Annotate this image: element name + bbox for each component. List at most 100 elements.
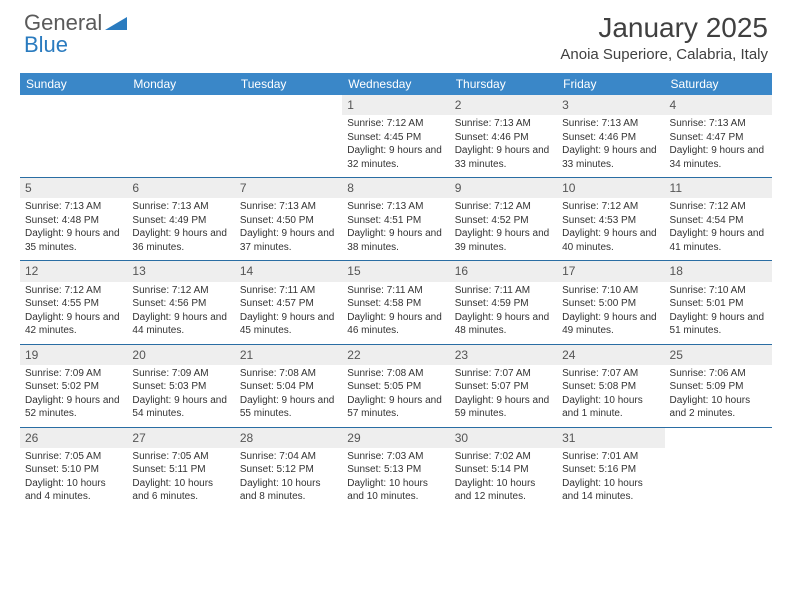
- sunrise-line: Sunrise: 7:12 AM: [562, 200, 659, 214]
- day-cell: 24Sunrise: 7:07 AMSunset: 5:08 PMDayligh…: [557, 344, 664, 427]
- sunset-line: Sunset: 5:07 PM: [455, 380, 552, 394]
- calendar-table: SundayMondayTuesdayWednesdayThursdayFrid…: [20, 73, 772, 510]
- week-row: 1Sunrise: 7:12 AMSunset: 4:45 PMDaylight…: [20, 95, 772, 178]
- daylight-line: Daylight: 9 hours and 39 minutes.: [455, 227, 552, 254]
- sunrise-line: Sunrise: 7:03 AM: [347, 450, 444, 464]
- day-cell: 1Sunrise: 7:12 AMSunset: 4:45 PMDaylight…: [342, 95, 449, 178]
- day-cell: [20, 95, 127, 178]
- day-number: 7: [235, 178, 342, 198]
- logo: General Blue: [24, 12, 127, 56]
- daylight-line: Daylight: 9 hours and 48 minutes.: [455, 311, 552, 338]
- day-cell: 20Sunrise: 7:09 AMSunset: 5:03 PMDayligh…: [127, 344, 234, 427]
- sunrise-line: Sunrise: 7:07 AM: [562, 367, 659, 381]
- day-cell: 21Sunrise: 7:08 AMSunset: 5:04 PMDayligh…: [235, 344, 342, 427]
- sunset-line: Sunset: 4:50 PM: [240, 214, 337, 228]
- day-number: 13: [127, 261, 234, 281]
- sunrise-line: Sunrise: 7:09 AM: [132, 367, 229, 381]
- day-number: 17: [557, 261, 664, 281]
- sunset-line: Sunset: 4:48 PM: [25, 214, 122, 228]
- day-cell: 2Sunrise: 7:13 AMSunset: 4:46 PMDaylight…: [450, 95, 557, 178]
- sunset-line: Sunset: 5:16 PM: [562, 463, 659, 477]
- day-cell: 6Sunrise: 7:13 AMSunset: 4:49 PMDaylight…: [127, 178, 234, 261]
- day-cell: 12Sunrise: 7:12 AMSunset: 4:55 PMDayligh…: [20, 261, 127, 344]
- daylight-line: Daylight: 9 hours and 35 minutes.: [25, 227, 122, 254]
- day-header: Tuesday: [235, 73, 342, 95]
- sunrise-line: Sunrise: 7:12 AM: [455, 200, 552, 214]
- sunset-line: Sunset: 4:47 PM: [670, 131, 767, 145]
- daylight-line: Daylight: 9 hours and 42 minutes.: [25, 311, 122, 338]
- day-number: 31: [557, 428, 664, 448]
- sunrise-line: Sunrise: 7:13 AM: [132, 200, 229, 214]
- week-row: 5Sunrise: 7:13 AMSunset: 4:48 PMDaylight…: [20, 178, 772, 261]
- sunset-line: Sunset: 4:52 PM: [455, 214, 552, 228]
- day-cell: 8Sunrise: 7:13 AMSunset: 4:51 PMDaylight…: [342, 178, 449, 261]
- day-cell: 4Sunrise: 7:13 AMSunset: 4:47 PMDaylight…: [665, 95, 772, 178]
- sunrise-line: Sunrise: 7:10 AM: [670, 284, 767, 298]
- sunset-line: Sunset: 4:49 PM: [132, 214, 229, 228]
- sunrise-line: Sunrise: 7:12 AM: [347, 117, 444, 131]
- day-cell: 22Sunrise: 7:08 AMSunset: 5:05 PMDayligh…: [342, 344, 449, 427]
- day-number: 22: [342, 345, 449, 365]
- week-row: 26Sunrise: 7:05 AMSunset: 5:10 PMDayligh…: [20, 427, 772, 510]
- sunset-line: Sunset: 5:13 PM: [347, 463, 444, 477]
- day-number: 30: [450, 428, 557, 448]
- day-header: Friday: [557, 73, 664, 95]
- sunrise-line: Sunrise: 7:13 AM: [240, 200, 337, 214]
- logo-word2: Blue: [24, 32, 68, 57]
- sunset-line: Sunset: 5:10 PM: [25, 463, 122, 477]
- daylight-line: Daylight: 9 hours and 33 minutes.: [562, 144, 659, 171]
- day-cell: 11Sunrise: 7:12 AMSunset: 4:54 PMDayligh…: [665, 178, 772, 261]
- day-cell: 28Sunrise: 7:04 AMSunset: 5:12 PMDayligh…: [235, 427, 342, 510]
- day-number: 28: [235, 428, 342, 448]
- day-number: 3: [557, 95, 664, 115]
- sunrise-line: Sunrise: 7:11 AM: [455, 284, 552, 298]
- sunrise-line: Sunrise: 7:12 AM: [25, 284, 122, 298]
- day-number: 6: [127, 178, 234, 198]
- day-number: 8: [342, 178, 449, 198]
- sunrise-line: Sunrise: 7:11 AM: [347, 284, 444, 298]
- day-cell: 29Sunrise: 7:03 AMSunset: 5:13 PMDayligh…: [342, 427, 449, 510]
- daylight-line: Daylight: 10 hours and 12 minutes.: [455, 477, 552, 504]
- day-number: 19: [20, 345, 127, 365]
- day-header: Saturday: [665, 73, 772, 95]
- day-cell: [665, 427, 772, 510]
- sunset-line: Sunset: 5:11 PM: [132, 463, 229, 477]
- sunrise-line: Sunrise: 7:13 AM: [25, 200, 122, 214]
- sunrise-line: Sunrise: 7:01 AM: [562, 450, 659, 464]
- day-cell: 26Sunrise: 7:05 AMSunset: 5:10 PMDayligh…: [20, 427, 127, 510]
- sunset-line: Sunset: 4:51 PM: [347, 214, 444, 228]
- sunset-line: Sunset: 5:05 PM: [347, 380, 444, 394]
- day-header-row: SundayMondayTuesdayWednesdayThursdayFrid…: [20, 73, 772, 95]
- daylight-line: Daylight: 9 hours and 51 minutes.: [670, 311, 767, 338]
- day-header: Thursday: [450, 73, 557, 95]
- day-number: 20: [127, 345, 234, 365]
- day-cell: 23Sunrise: 7:07 AMSunset: 5:07 PMDayligh…: [450, 344, 557, 427]
- sunset-line: Sunset: 4:53 PM: [562, 214, 659, 228]
- sunset-line: Sunset: 4:55 PM: [25, 297, 122, 311]
- day-cell: 25Sunrise: 7:06 AMSunset: 5:09 PMDayligh…: [665, 344, 772, 427]
- day-cell: 17Sunrise: 7:10 AMSunset: 5:00 PMDayligh…: [557, 261, 664, 344]
- day-cell: 5 Sunrise: 7:13 AMSunset: 4:48 PMDaylight…: [20, 178, 127, 261]
- day-number: 5: [20, 178, 127, 198]
- daylight-line: Daylight: 9 hours and 49 minutes.: [562, 311, 659, 338]
- sunset-line: Sunset: 5:14 PM: [455, 463, 552, 477]
- sunset-line: Sunset: 5:08 PM: [562, 380, 659, 394]
- day-number: 24: [557, 345, 664, 365]
- sunrise-line: Sunrise: 7:10 AM: [562, 284, 659, 298]
- sunset-line: Sunset: 5:01 PM: [670, 297, 767, 311]
- sunrise-line: Sunrise: 7:13 AM: [455, 117, 552, 131]
- day-number: 10: [557, 178, 664, 198]
- daylight-line: Daylight: 10 hours and 4 minutes.: [25, 477, 122, 504]
- day-cell: 10Sunrise: 7:12 AMSunset: 4:53 PMDayligh…: [557, 178, 664, 261]
- daylight-line: Daylight: 9 hours and 46 minutes.: [347, 311, 444, 338]
- day-cell: [127, 95, 234, 178]
- day-cell: 14Sunrise: 7:11 AMSunset: 4:57 PMDayligh…: [235, 261, 342, 344]
- sunset-line: Sunset: 4:46 PM: [562, 131, 659, 145]
- daylight-line: Daylight: 10 hours and 6 minutes.: [132, 477, 229, 504]
- day-number: 9: [450, 178, 557, 198]
- day-header: Wednesday: [342, 73, 449, 95]
- day-cell: 7Sunrise: 7:13 AMSunset: 4:50 PMDaylight…: [235, 178, 342, 261]
- day-cell: 30Sunrise: 7:02 AMSunset: 5:14 PMDayligh…: [450, 427, 557, 510]
- daylight-line: Daylight: 10 hours and 10 minutes.: [347, 477, 444, 504]
- day-number: 15: [342, 261, 449, 281]
